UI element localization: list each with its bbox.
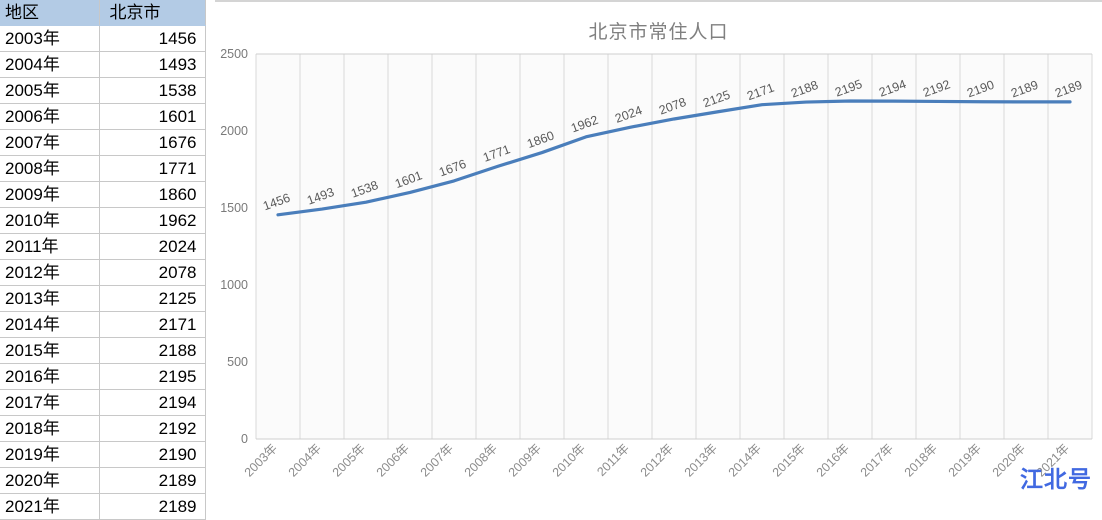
table-row[interactable]: 2014年 2171 [0,311,206,338]
table-row[interactable]: 2003年 1456 [0,25,206,52]
table-header: 地区 北京市 [0,0,206,26]
x-tick-label: 2016年 [814,441,852,479]
table-row[interactable]: 2004年 1493 [0,51,206,78]
cell-region[interactable]: 2016年 [0,363,100,390]
vertical-gridlines [255,54,1093,439]
chart-title: 北京市常住人口 [588,22,729,43]
table-row[interactable]: 2018年 2192 [0,415,206,442]
cell-value[interactable]: 1771 [99,155,206,182]
cell-region[interactable]: 2009年 [0,181,100,208]
table-row[interactable]: 2021年 2189 [0,493,206,520]
cell-value[interactable]: 2194 [99,389,206,416]
cell-value[interactable]: 2188 [99,337,206,364]
table-row[interactable]: 2005年 1538 [0,77,206,104]
table-row[interactable]: 2011年 2024 [0,233,206,260]
cell-value[interactable]: 1456 [99,25,206,52]
x-tick-label: 2012年 [638,441,676,479]
x-tick-label: 2003年 [242,441,280,479]
cell-region[interactable]: 2004年 [0,51,100,78]
cell-region[interactable]: 2015年 [0,337,100,364]
cell-region[interactable]: 2003年 [0,25,100,52]
y-tick-label: 1500 [220,201,248,215]
column-header-beijing[interactable]: 北京市 [99,0,206,26]
chart-panel: 北京市常住人口 0 500 1000 1500 2000 2500 2003年 2004年 2… [215,0,1102,500]
y-tick-label: 0 [241,432,248,446]
table-body: 2003年 1456 2004年 1493 2005年 1538 2006年 1601 2007… [0,25,206,520]
cell-region[interactable]: 2018年 [0,415,100,442]
cell-value[interactable]: 2189 [99,493,206,520]
data-table-panel: 地区 北京市 2003年 1456 2004年 1493 2005年 1538 2006年 1… [0,0,206,520]
x-tick-label: 2006年 [374,441,412,479]
x-tick-label: 2011年 [594,441,632,479]
y-tick-label: 500 [227,355,248,369]
x-tick-label: 2008年 [462,441,500,479]
table-row[interactable]: 2013年 2125 [0,285,206,312]
x-tick-label: 2015年 [770,441,808,479]
x-tick-label: 2007年 [418,441,456,479]
cell-region[interactable]: 2006年 [0,103,100,130]
cell-region[interactable]: 2017年 [0,389,100,416]
y-axis-tick-labels: 0 500 1000 1500 2000 2500 [220,47,248,446]
x-tick-label: 2005年 [330,441,368,479]
cell-value[interactable]: 2024 [99,233,206,260]
cell-region[interactable]: 2012年 [0,259,100,286]
table-row[interactable]: 2009年 1860 [0,181,206,208]
column-header-region[interactable]: 地区 [0,0,100,26]
cell-region[interactable]: 2007年 [0,129,100,156]
cell-region[interactable]: 2013年 [0,285,100,312]
x-tick-label: 2018年 [902,441,940,479]
y-tick-label: 2500 [220,47,248,61]
table-row[interactable]: 2006年 1601 [0,103,206,130]
x-axis-tick-labels: 2003年 2004年 2005年 2006年 2007年 2008年 2009年 2010年… [242,441,1072,479]
x-tick-label: 2019年 [946,441,984,479]
table-row[interactable]: 2017年 2194 [0,389,206,416]
cell-region[interactable]: 2019年 [0,441,100,468]
cell-value[interactable]: 2189 [99,467,206,494]
cell-value[interactable]: 2195 [99,363,206,390]
cell-value[interactable]: 2171 [99,311,206,338]
x-tick-label: 2010年 [550,441,588,479]
x-tick-label: 2013年 [682,441,720,479]
table-row[interactable]: 2016年 2195 [0,363,206,390]
population-table: 地区 北京市 2003年 1456 2004年 1493 2005年 1538 2006年 1… [0,0,206,520]
cell-value[interactable]: 1538 [99,77,206,104]
axis-lines [256,53,1092,440]
cell-region[interactable]: 2011年 [0,233,100,260]
y-tick-label: 1000 [220,278,248,292]
cell-value[interactable]: 1962 [99,207,206,234]
watermark: 江北号 [1020,467,1092,493]
table-row[interactable]: 2012年 2078 [0,259,206,286]
cell-value[interactable]: 2190 [99,441,206,468]
x-tick-label: 2004年 [286,441,324,479]
x-tick-label: 2009年 [506,441,544,479]
table-row[interactable]: 2020年 2189 [0,467,206,494]
cell-region[interactable]: 2021年 [0,493,100,520]
cell-region[interactable]: 2008年 [0,155,100,182]
cell-value[interactable]: 1860 [99,181,206,208]
table-row[interactable]: 2015年 2188 [0,337,206,364]
x-tick-label: 2017年 [858,441,896,479]
table-row[interactable]: 2019年 2190 [0,441,206,468]
cell-region[interactable]: 2014年 [0,311,100,338]
table-row[interactable]: 2007年 1676 [0,129,206,156]
line-chart: 0 500 1000 1500 2000 2500 2003年 2004年 2005年 2006… [220,47,1093,480]
cell-value[interactable]: 1493 [99,51,206,78]
cell-value[interactable]: 2125 [99,285,206,312]
cell-value[interactable]: 1676 [99,129,206,156]
y-tick-label: 2000 [220,124,248,138]
table-row[interactable]: 2008年 1771 [0,155,206,182]
x-tick-label: 2014年 [726,441,764,479]
table-header-row: 地区 北京市 [0,0,206,26]
cell-region[interactable]: 2020年 [0,467,100,494]
table-row[interactable]: 2010年 1962 [0,207,206,234]
cell-value[interactable]: 1601 [99,103,206,130]
cell-region[interactable]: 2005年 [0,77,100,104]
cell-value[interactable]: 2078 [99,259,206,286]
series-line-beijing [276,99,1072,217]
cell-region[interactable]: 2010年 [0,207,100,234]
cell-value[interactable]: 2192 [99,415,206,442]
